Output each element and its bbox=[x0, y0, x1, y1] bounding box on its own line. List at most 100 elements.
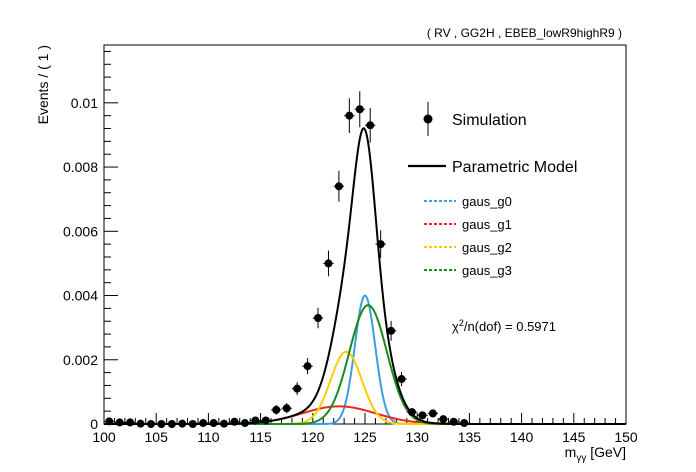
legend-g2-label: gaus_g2 bbox=[462, 240, 512, 255]
simulation-point bbox=[417, 411, 428, 420]
y-axis-label: Events / ( 1 ) bbox=[35, 45, 51, 124]
simulation-point bbox=[145, 420, 157, 428]
simulation-point bbox=[458, 419, 470, 428]
x-axis-ticks: 100 105 110 115 120 125 130 135 140 145 150 bbox=[92, 413, 638, 445]
x-tick-label: 120 bbox=[301, 429, 325, 445]
x-tick-label: 150 bbox=[614, 429, 638, 445]
simulation-point bbox=[135, 419, 146, 428]
curve-gaus-g0 bbox=[104, 294, 626, 425]
point-marker bbox=[397, 375, 406, 384]
point-marker bbox=[261, 416, 270, 425]
chi2-symbol: χ bbox=[452, 319, 459, 334]
y-tick-label: 0.01 bbox=[71, 95, 98, 111]
point-marker bbox=[428, 409, 437, 418]
x-tick-label: 145 bbox=[562, 429, 586, 445]
plot-frame bbox=[103, 44, 627, 425]
simulation-point bbox=[281, 403, 292, 414]
x-tick-label: 110 bbox=[197, 429, 220, 445]
point-marker bbox=[126, 418, 135, 427]
simulation-point bbox=[375, 230, 386, 258]
x-tick-label: 125 bbox=[353, 429, 377, 445]
legend-g1-label: gaus_g1 bbox=[462, 217, 512, 232]
point-marker bbox=[366, 121, 375, 130]
simulation-point bbox=[114, 418, 125, 427]
simulation-point bbox=[208, 419, 219, 428]
point-marker bbox=[345, 111, 354, 120]
point-marker bbox=[167, 420, 176, 428]
simulation-point bbox=[229, 417, 240, 426]
simulation-point bbox=[187, 420, 198, 428]
y-tick-label: 0 bbox=[90, 416, 98, 432]
chi2-annotation: χ2/n(dof) = 0.5971 bbox=[452, 318, 556, 334]
simulation-point bbox=[365, 107, 376, 143]
simulation-point bbox=[250, 416, 261, 425]
legend-g3-label: gaus_g3 bbox=[462, 263, 512, 278]
y-tick-label: 0.004 bbox=[63, 288, 98, 304]
chi2-superscript: 2 bbox=[459, 318, 464, 328]
chart-title: ( RV , GG2H , EBEB_lowR9highR9 ) bbox=[427, 26, 622, 40]
simulation-point bbox=[260, 416, 272, 425]
legend: Simulation Parametric Model gaus_g0 gaus… bbox=[408, 102, 577, 278]
simulation-point bbox=[197, 419, 209, 428]
simulation-point bbox=[323, 250, 334, 277]
point-marker bbox=[293, 384, 302, 393]
simulation-points bbox=[104, 91, 470, 428]
legend-g0-label: gaus_g0 bbox=[462, 194, 512, 209]
simulation-point bbox=[124, 418, 136, 427]
x-axis-label-subscript: γγ bbox=[576, 453, 586, 464]
point-marker bbox=[136, 419, 145, 428]
x-tick-label: 135 bbox=[458, 429, 482, 445]
legend-model-label: Parametric Model bbox=[452, 159, 577, 176]
point-marker bbox=[324, 259, 333, 268]
x-tick-label: 115 bbox=[249, 429, 272, 445]
chi2-value: /n(dof) = 0.5971 bbox=[464, 319, 556, 334]
x-tick-label: 100 bbox=[92, 429, 116, 445]
point-marker bbox=[387, 326, 396, 335]
point-marker bbox=[115, 418, 124, 427]
simulation-point bbox=[156, 420, 167, 428]
point-marker bbox=[449, 417, 458, 426]
y-tick-label: 0.008 bbox=[63, 159, 98, 175]
point-marker bbox=[407, 408, 416, 417]
simulation-point bbox=[344, 98, 355, 134]
x-tick-label: 140 bbox=[510, 429, 534, 445]
legend-simulation-label: Simulation bbox=[452, 112, 527, 129]
point-marker bbox=[272, 405, 281, 414]
simulation-point bbox=[239, 419, 251, 428]
simulation-point bbox=[166, 420, 178, 428]
simulation-point bbox=[302, 358, 313, 375]
point-marker bbox=[178, 419, 187, 428]
point-marker bbox=[230, 417, 239, 426]
simulation-point bbox=[354, 91, 365, 128]
point-marker bbox=[460, 419, 469, 428]
simulation-point bbox=[385, 320, 397, 341]
simulation-point bbox=[448, 417, 459, 426]
point-marker bbox=[314, 314, 323, 323]
point-marker bbox=[355, 105, 364, 114]
simulation-point bbox=[427, 409, 439, 418]
point-marker bbox=[188, 420, 197, 428]
y-tick-label: 0.002 bbox=[63, 352, 98, 368]
point-marker bbox=[282, 404, 291, 413]
point-marker bbox=[220, 419, 229, 428]
x-axis-label-unit: [GeV] bbox=[586, 444, 626, 460]
simulation-point bbox=[218, 419, 230, 428]
x-tick-label: 130 bbox=[406, 429, 430, 445]
point-marker bbox=[240, 419, 249, 428]
x-axis-label-main: m bbox=[565, 444, 577, 460]
point-marker bbox=[251, 416, 260, 425]
y-tick-label: 0.006 bbox=[63, 223, 98, 239]
point-marker bbox=[439, 415, 448, 424]
point-marker bbox=[334, 182, 343, 191]
simulation-point bbox=[406, 408, 418, 417]
y-axis-ticks: 0 0.002 0.004 0.006 0.008 0.01 bbox=[63, 50, 118, 432]
point-marker bbox=[157, 420, 166, 428]
point-marker bbox=[376, 240, 385, 249]
simulation-point bbox=[177, 419, 188, 428]
point-marker bbox=[418, 411, 427, 420]
point-marker bbox=[146, 420, 155, 428]
simulation-point bbox=[104, 417, 115, 426]
point-marker bbox=[209, 419, 218, 428]
x-axis-label: mγγ [GeV] bbox=[565, 444, 626, 464]
